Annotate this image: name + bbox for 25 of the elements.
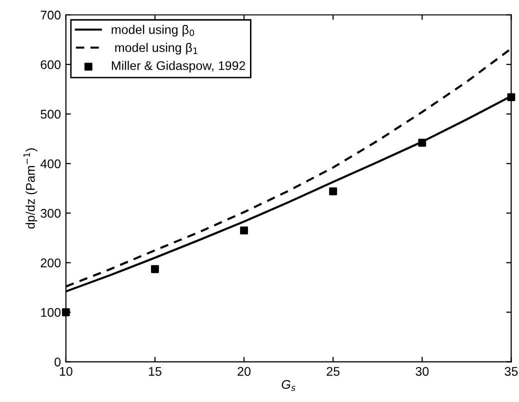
y-tick-label: 100: [41, 308, 61, 317]
point: [418, 138, 426, 147]
x-tick-label: 35: [504, 366, 518, 376]
legend-label: model using β$_{1}$: [115, 42, 198, 55]
x-tick-label: 20: [238, 366, 250, 376]
x-tick-label: 15: [148, 367, 162, 376]
y-tick-label: 200: [40, 258, 61, 268]
point: [240, 226, 248, 234]
y-tick-label: 300: [40, 208, 61, 218]
y-tick-label: 500: [40, 110, 61, 119]
point: [329, 187, 338, 196]
x-tick-label: 30: [416, 366, 429, 376]
point: [151, 265, 159, 274]
y-tick-label: 400: [40, 159, 61, 168]
x-axis-title: G$_{s}$: [282, 380, 296, 391]
x-tick-label: 10: [60, 366, 72, 376]
x-tick-label: 25: [326, 366, 340, 376]
y-axis-title: dp/dz (Pam$^{−1}$): [24, 148, 38, 229]
y-tick-label: 0: [54, 358, 61, 366]
point: [507, 93, 516, 102]
legend-label: model using β$_{0}$: [112, 24, 194, 37]
legend-label: Miller & Gidaspow, 1992: [112, 60, 246, 73]
y-tick-label: 700: [40, 10, 61, 20]
point: [62, 308, 70, 316]
y-tick-label: 600: [40, 60, 61, 70]
